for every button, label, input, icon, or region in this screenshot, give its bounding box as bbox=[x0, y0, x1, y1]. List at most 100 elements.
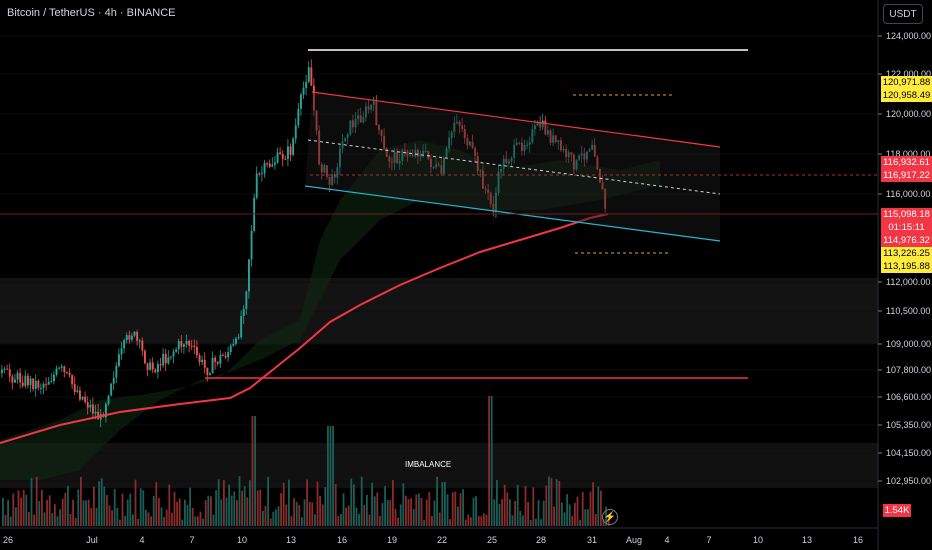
volume-bar bbox=[197, 516, 199, 526]
volume-bar bbox=[173, 491, 176, 526]
volume-bar bbox=[334, 483, 337, 526]
volume-bar bbox=[184, 499, 186, 526]
candle-body bbox=[294, 125, 297, 139]
volume-bar bbox=[288, 479, 290, 526]
candle-body bbox=[305, 81, 308, 89]
candle-body bbox=[271, 164, 274, 167]
x-tick-label: 10 bbox=[237, 535, 247, 545]
candle-body bbox=[344, 137, 347, 142]
candle-body bbox=[432, 167, 435, 168]
candle-body bbox=[539, 123, 542, 128]
candle-body bbox=[138, 340, 141, 342]
volume-bar bbox=[145, 509, 147, 526]
volume-bar bbox=[519, 510, 522, 526]
volume-bar bbox=[438, 512, 441, 526]
candle-body bbox=[227, 352, 230, 358]
candle-body bbox=[430, 159, 432, 168]
volume-bar bbox=[529, 520, 532, 526]
candle-body bbox=[149, 362, 152, 370]
candle-body bbox=[107, 395, 110, 404]
candle-body bbox=[115, 366, 118, 378]
chart-title: Bitcoin / TetherUS · 4h · BINANCE bbox=[7, 7, 176, 19]
volume-bar bbox=[59, 509, 61, 526]
candle-body bbox=[190, 345, 193, 347]
volume-bar bbox=[329, 426, 332, 526]
volume-bar bbox=[95, 507, 98, 526]
lightning-icon[interactable]: ⚡ bbox=[602, 509, 618, 525]
candle-body bbox=[435, 164, 438, 167]
candle-body bbox=[141, 340, 144, 351]
volume-bar bbox=[347, 505, 350, 526]
volume-bar bbox=[176, 501, 178, 526]
volume-bar bbox=[558, 481, 561, 526]
volume-bar bbox=[106, 495, 108, 526]
volume-bar bbox=[64, 492, 67, 526]
volume-bar bbox=[217, 479, 220, 526]
volume-bar bbox=[451, 492, 454, 526]
volume-bar bbox=[87, 499, 90, 526]
volume-bar bbox=[503, 484, 506, 526]
candle-body bbox=[552, 135, 555, 143]
candle-body bbox=[32, 378, 35, 389]
volume-bar bbox=[584, 509, 587, 526]
volume-bar bbox=[147, 512, 150, 526]
volume-bar bbox=[428, 492, 431, 526]
volume-bar bbox=[220, 499, 223, 526]
volume-bar bbox=[72, 499, 74, 526]
volume-bar bbox=[464, 519, 467, 526]
candle-body bbox=[307, 67, 310, 82]
candle-body bbox=[508, 161, 510, 164]
candle-body bbox=[287, 146, 289, 160]
candle-body bbox=[385, 148, 388, 157]
volume-bar bbox=[126, 499, 129, 526]
volume-bar bbox=[592, 482, 594, 526]
candle-body bbox=[479, 170, 482, 172]
moving-average-line bbox=[0, 213, 609, 444]
volume-bar bbox=[4, 514, 7, 526]
candle-body bbox=[583, 153, 586, 160]
candle-body bbox=[89, 404, 92, 408]
y-tick-label: 112,000.00 bbox=[886, 277, 930, 287]
candle-body bbox=[219, 355, 222, 364]
candle-body bbox=[203, 359, 206, 368]
candle-body bbox=[393, 152, 396, 163]
candle-body bbox=[562, 149, 565, 151]
volume-bar bbox=[405, 495, 407, 526]
volume-bar bbox=[171, 512, 173, 526]
candle-body bbox=[258, 173, 261, 175]
volume-bar bbox=[340, 514, 342, 526]
volume-bar bbox=[363, 505, 366, 526]
candle-body bbox=[487, 189, 490, 193]
candle-body bbox=[320, 164, 323, 173]
candle-body bbox=[55, 368, 58, 375]
candle-body bbox=[136, 331, 139, 341]
volume-bar bbox=[256, 490, 259, 526]
candle-body bbox=[105, 404, 107, 418]
candle-body bbox=[409, 155, 412, 157]
volume-bar bbox=[129, 493, 132, 526]
candle-body bbox=[183, 344, 185, 347]
volume-bar bbox=[38, 501, 41, 526]
volume-bar bbox=[160, 507, 163, 526]
candle-body bbox=[66, 372, 68, 373]
candle-body bbox=[557, 140, 560, 142]
candle-body bbox=[388, 156, 391, 162]
candle-body bbox=[333, 174, 336, 178]
candle-body bbox=[541, 120, 544, 128]
volume-bar bbox=[423, 520, 425, 526]
candle-body bbox=[531, 129, 534, 143]
x-tick-label: 25 bbox=[487, 535, 497, 545]
x-tick-label: 13 bbox=[802, 535, 812, 545]
volume-bar bbox=[100, 478, 103, 526]
candle-body bbox=[274, 162, 276, 165]
volume-bar bbox=[496, 479, 498, 526]
volume-bar bbox=[178, 498, 181, 526]
volume-bar bbox=[262, 511, 264, 526]
candle-body bbox=[521, 142, 523, 151]
currency-button[interactable]: USDT bbox=[883, 4, 923, 24]
candle-body bbox=[279, 152, 282, 154]
candle-body bbox=[367, 106, 370, 110]
candle-body bbox=[599, 169, 601, 183]
volume-bar bbox=[316, 481, 319, 526]
